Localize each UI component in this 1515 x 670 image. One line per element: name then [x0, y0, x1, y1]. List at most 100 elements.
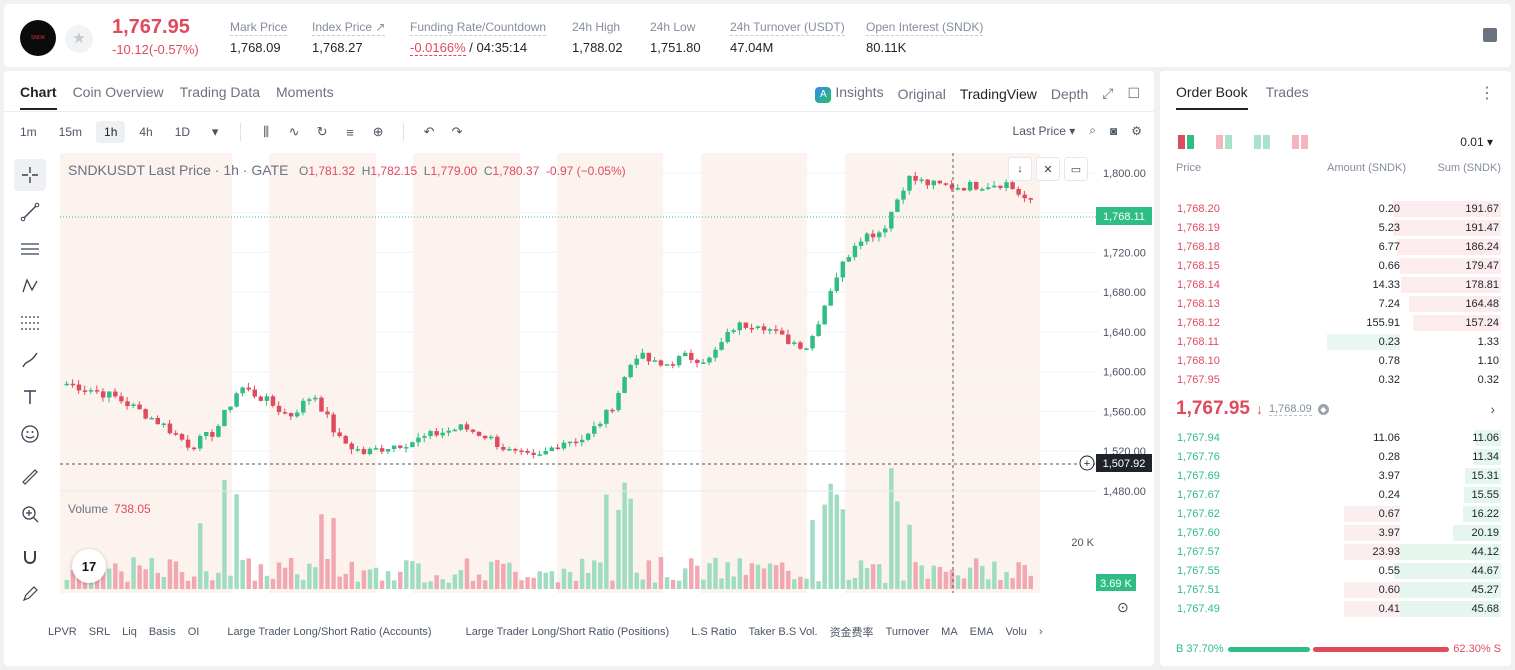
templates-icon[interactable]: ≡ — [346, 124, 354, 140]
collapse-icon[interactable]: ✕ — [1036, 157, 1060, 181]
interval-1d[interactable]: 1D — [174, 125, 191, 139]
indicator-ls-positions[interactable]: Large Trader Long/Short Ratio (Positions… — [465, 626, 670, 638]
ask-row[interactable]: 1,768.19 5.23 191.47 — [1168, 218, 1501, 237]
candlestick-chart[interactable]: 1,800.001,760.001,720.001,680.001,640.00… — [60, 153, 1154, 593]
tab-insights[interactable]: A Insights — [815, 84, 884, 103]
alerts-icon[interactable]: ⊕ — [372, 124, 384, 139]
tab-original[interactable]: Original — [897, 85, 946, 102]
brush-icon[interactable] — [14, 344, 46, 376]
bid-row[interactable]: 1,767.49 0.41 45.68 — [1168, 599, 1501, 618]
scroll-down-icon[interactable]: ↓ — [1008, 157, 1032, 181]
ruler-icon[interactable] — [14, 461, 46, 493]
bid-row[interactable]: 1,767.62 0.67 16.22 — [1168, 504, 1501, 523]
more-icon[interactable]: ⋮ — [1479, 85, 1495, 102]
bid-row[interactable]: 1,767.67 0.24 15.55 — [1168, 485, 1501, 504]
book-icon[interactable] — [1483, 28, 1497, 42]
candle-type-icon[interactable]: ⫼ — [263, 124, 270, 139]
settings-gear-icon[interactable]: ⚙ — [1131, 123, 1142, 138]
favorite-star-icon[interactable]: ★ — [65, 25, 93, 53]
ask-row[interactable]: 1,768.13 7.24 164.48 — [1168, 294, 1501, 313]
expand-icon[interactable]: ⤢ — [1102, 85, 1114, 101]
bid-row[interactable]: 1,767.57 23.93 44.12 — [1168, 542, 1501, 561]
bid-row[interactable]: 1,767.51 0.60 45.27 — [1168, 580, 1501, 599]
indicator-taker-vol[interactable]: Taker B.S Vol. — [748, 626, 818, 638]
indicator-ls-ratio[interactable]: L.S Ratio — [691, 626, 737, 638]
bid-row[interactable]: 1,767.76 0.28 11.34 — [1168, 447, 1501, 466]
maximize-icon[interactable]: ▭ — [1064, 157, 1088, 181]
bid-row[interactable]: 1,767.55 0.55 44.67 — [1168, 561, 1501, 580]
mode-bids-icon[interactable] — [1254, 135, 1270, 149]
indicator-ema[interactable]: EMA — [969, 626, 994, 638]
time-settings-icon[interactable]: ⊙ — [1117, 599, 1129, 615]
price-type-select[interactable]: Last Price ▾ — [1012, 123, 1076, 138]
ask-row[interactable]: 1,768.20 0.20 191.67 — [1168, 199, 1501, 218]
undo-icon[interactable]: ↶ — [423, 124, 435, 139]
stat-funding-rate[interactable]: Funding Rate/Countdown -0.0166% / 04:35:1… — [410, 20, 547, 56]
tab-chart[interactable]: Chart — [20, 84, 57, 110]
tab-tradingview[interactable]: TradingView — [959, 85, 1037, 102]
indicator-turnover[interactable]: Turnover — [885, 626, 930, 638]
tab-moments[interactable]: Moments — [276, 84, 334, 100]
chart-toolbar: 1m 15m 1h 4h 1D ▾ ⫼ ∿ ↻ ≡ ⊕ ↶ ↷ — [12, 121, 468, 143]
tradingview-logo[interactable]: 17 — [72, 549, 106, 583]
ask-row[interactable]: 1,768.18 6.77 186.24 — [1168, 237, 1501, 256]
price-cell: 1,767.49 — [1177, 603, 1220, 615]
indicators-icon[interactable]: ∿ — [288, 124, 300, 139]
bid-row[interactable]: 1,767.60 3.97 20.19 — [1168, 523, 1501, 542]
ask-row[interactable]: 1,768.14 14.33 178.81 — [1168, 275, 1501, 294]
tab-trades[interactable]: Trades — [1265, 84, 1309, 100]
chevron-right-icon[interactable]: › — [1038, 626, 1043, 638]
tick-size-select[interactable]: 0.01 ▾ — [1460, 135, 1493, 149]
tab-order-book[interactable]: Order Book — [1176, 84, 1248, 110]
interval-1h[interactable]: 1h — [96, 121, 126, 143]
tab-coin-overview[interactable]: Coin Overview — [72, 84, 164, 100]
ask-row[interactable]: 1,768.12 155.91 157.24 — [1168, 313, 1501, 332]
interval-dropdown-icon[interactable]: ▾ — [211, 124, 219, 139]
stat-index-price[interactable]: Index Price ↗ 1,768.27 — [312, 20, 386, 55]
horizontal-lines-icon[interactable] — [14, 233, 46, 265]
mode-both-icon[interactable] — [1178, 135, 1194, 149]
bid-row[interactable]: 1,767.69 3.97 15.31 — [1168, 466, 1501, 485]
magnet-icon[interactable] — [14, 541, 46, 573]
zoom-in-icon[interactable] — [14, 498, 46, 530]
camera-icon[interactable]: ◙ — [1109, 123, 1118, 138]
redo-icon[interactable]: ↷ — [451, 124, 463, 139]
mode-split-icon[interactable] — [1216, 135, 1232, 149]
bid-row[interactable]: 1,767.94 11.06 11.06 — [1168, 428, 1501, 447]
trendline-icon[interactable] — [14, 196, 46, 228]
replay-icon[interactable]: ↻ — [316, 124, 328, 139]
ask-row[interactable]: 1,768.15 0.66 179.47 — [1168, 256, 1501, 275]
interval-4h[interactable]: 4h — [139, 125, 153, 139]
indicator-volume[interactable]: Volu — [1005, 626, 1027, 638]
indicator-oi[interactable]: OI — [187, 626, 200, 638]
volume-bar — [64, 579, 70, 589]
indicator-basis[interactable]: Basis — [148, 626, 176, 638]
tab-depth[interactable]: Depth — [1050, 85, 1089, 102]
candle-body — [646, 352, 652, 362]
ask-row[interactable]: 1,768.10 0.78 1.10 — [1168, 351, 1501, 370]
indicator-liq[interactable]: Liq — [122, 626, 137, 638]
fib-icon[interactable] — [14, 307, 46, 339]
window-icon[interactable]: ☐ — [1127, 85, 1140, 101]
indicator-ma[interactable]: MA — [941, 626, 958, 638]
interval-15m[interactable]: 15m — [58, 125, 83, 139]
chevron-right-icon[interactable]: › — [1490, 401, 1495, 417]
mode-asks-icon[interactable] — [1292, 135, 1308, 149]
volume-bar — [652, 582, 658, 589]
ask-row[interactable]: 1,767.95 0.32 0.32 — [1168, 370, 1501, 389]
indicator-srl[interactable]: SRL — [88, 626, 111, 638]
indicator-lpvr[interactable]: LPVR — [48, 626, 77, 638]
text-tool-icon[interactable] — [14, 381, 46, 413]
emoji-icon[interactable] — [14, 418, 46, 450]
interval-1m[interactable]: 1m — [20, 125, 37, 139]
pattern-icon[interactable] — [14, 270, 46, 302]
legend-symbol[interactable]: SNDKUSDT Last Price · 1h · GATE — [68, 162, 289, 178]
pencil-lock-icon[interactable] — [14, 578, 46, 610]
search-icon[interactable]: ⌕ — [1089, 123, 1096, 137]
tab-trading-data[interactable]: Trading Data — [179, 84, 261, 100]
crosshair-icon[interactable] — [14, 159, 46, 191]
amount-cell: 0.78 — [1378, 355, 1400, 367]
indicator-ls-accounts[interactable]: Large Trader Long/Short Ratio (Accounts) — [227, 626, 432, 638]
ask-row[interactable]: 1,768.11 0.23 1.33 — [1168, 332, 1501, 351]
indicator-funding[interactable]: 资金费率 — [829, 627, 874, 639]
